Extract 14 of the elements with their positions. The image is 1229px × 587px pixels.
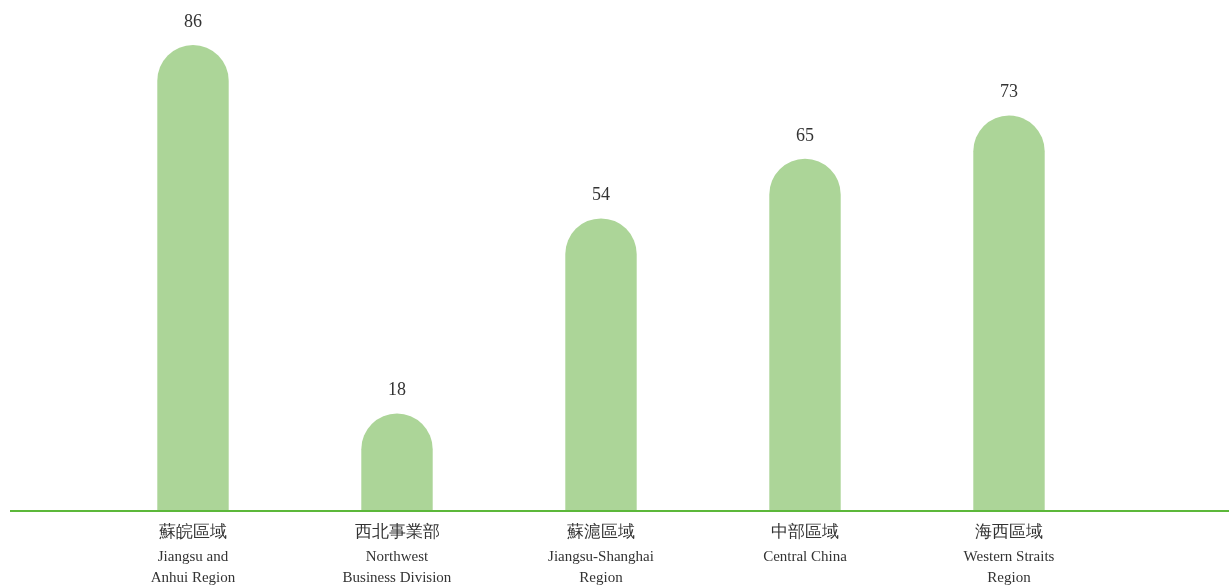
data-label: 18 [388, 379, 406, 400]
data-label: 54 [592, 184, 610, 205]
x-tick-label: 中部區域 Central China [763, 522, 848, 564]
x-tick-label: 西北事業部 Northwest Business Division [342, 522, 452, 585]
bar [565, 218, 637, 511]
x-tick-label: 海西區域 Western Straits Region [963, 522, 1055, 585]
data-label: 86 [184, 11, 202, 31]
data-label: 73 [1000, 81, 1018, 102]
x-tick-label: 蘇滬區域 Jiangsu-Shanghai Region [548, 522, 654, 585]
bar [157, 45, 229, 511]
x-tick-label: 蘇皖區域 Jiangsu and Anhui Region [150, 522, 236, 585]
bar [769, 158, 841, 511]
bar [973, 115, 1045, 511]
data-label: 65 [796, 124, 814, 145]
